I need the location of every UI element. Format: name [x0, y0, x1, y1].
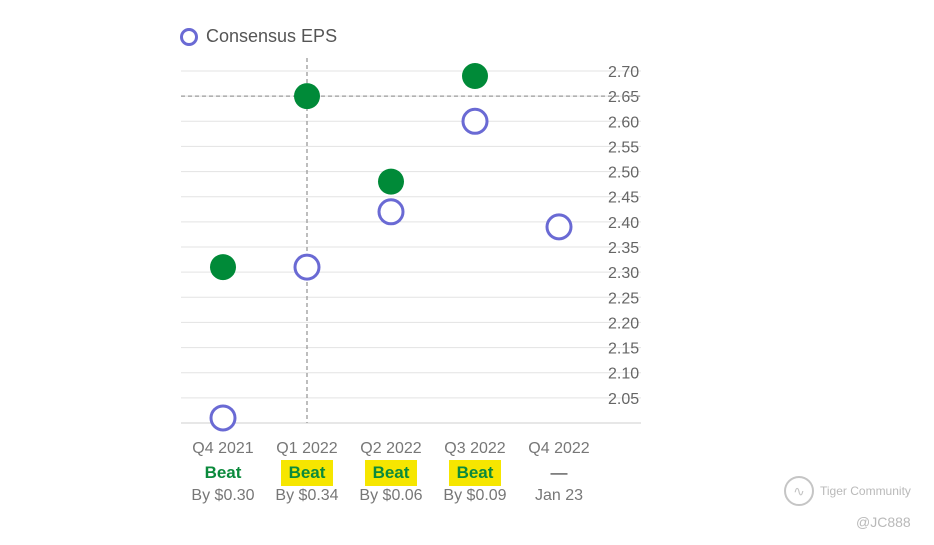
y-tick-label: 2.20	[608, 315, 639, 332]
x-tick-label: Q2 2022	[360, 440, 422, 457]
consensus-point	[545, 213, 573, 241]
result-label: Beat	[280, 460, 334, 486]
y-tick-label: 2.65	[608, 89, 639, 106]
category-column: Q1 2022 Beat By $0.34	[264, 438, 350, 508]
tiger-logo-icon: ∿	[784, 476, 814, 506]
result-detail-label: By $0.34	[275, 487, 339, 504]
result-detail-label: Jan 23	[534, 487, 584, 504]
legend-marker-consensus	[180, 27, 198, 46]
result-detail-label: By $0.09	[443, 487, 507, 504]
y-tick-label: 2.05	[608, 391, 639, 408]
actual-eps-point	[462, 63, 488, 90]
actual-eps-point	[378, 168, 404, 195]
x-tick-label: Q4 2021	[192, 440, 254, 457]
x-tick-label: Q3 2022	[444, 440, 506, 457]
y-tick-label: 2.50	[608, 165, 639, 182]
category-column: Q2 2022 Beat By $0.06	[348, 438, 434, 508]
y-tick-label: 2.30	[608, 265, 639, 282]
category-column: Q4 2022 — Jan 23	[516, 438, 602, 508]
legend-label: Consensus EPS	[206, 26, 338, 46]
category-column: Q3 2022 Beat By $0.09	[432, 438, 518, 508]
watermark: ∿ Tiger Community	[784, 476, 911, 506]
legend[interactable]: Consensus EPS	[180, 26, 337, 47]
result-label: —	[550, 463, 568, 482]
y-tick-label: 2.10	[608, 366, 639, 383]
y-tick-label: 2.25	[608, 290, 639, 307]
consensus-point	[461, 107, 489, 135]
actual-eps-point	[294, 83, 320, 110]
y-tick-label: 2.40	[608, 215, 639, 232]
x-tick-label: Q1 2022	[276, 440, 338, 457]
actual-eps-point	[210, 254, 236, 281]
result-label: Beat	[204, 463, 242, 482]
y-tick-label: 2.60	[608, 114, 639, 131]
y-tick-label: 2.70	[608, 64, 639, 81]
result-label: Beat	[364, 460, 418, 486]
consensus-point	[209, 404, 237, 432]
result-detail-label: By $0.06	[359, 487, 423, 504]
category-column: Q4 2021 Beat By $0.30	[180, 438, 266, 508]
consensus-point	[293, 253, 321, 281]
result-label: Beat	[448, 460, 502, 486]
watermark-brand: Tiger Community	[820, 484, 911, 498]
y-tick-label: 2.35	[608, 240, 639, 257]
y-tick-label: 2.45	[608, 190, 639, 207]
result-detail-label: By $0.30	[191, 487, 255, 504]
consensus-point	[377, 198, 405, 226]
watermark-user: @JC888	[856, 514, 911, 530]
y-tick-label: 2.55	[608, 139, 639, 156]
y-tick-label: 2.15	[608, 341, 639, 358]
x-tick-label: Q4 2022	[528, 440, 590, 457]
